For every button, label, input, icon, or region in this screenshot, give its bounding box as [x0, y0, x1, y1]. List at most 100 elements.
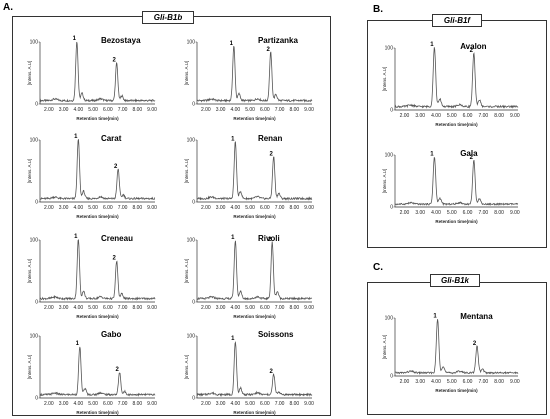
y-tick-label: 100: [385, 316, 394, 322]
x-axis-label: Retention time(min): [435, 219, 478, 224]
chromatogram-soissons: 0 100 [Intens. A.U] 2.00 3.00 4.00 5.00 6.00 7.0…: [184, 330, 314, 415]
cultivar-name: Rivoli: [258, 234, 280, 243]
y-axis-label: [Intens. A.U]: [382, 169, 387, 194]
x-axis-label: Retention time(min): [233, 314, 276, 319]
y-tick-label: 0: [35, 200, 38, 206]
chromatogram-avalon: 0 100 [Intens. A.U] 2.00 3.00 4.00 5.00 6.00 7.0…: [382, 42, 520, 127]
chromatogram-trace: [394, 157, 519, 207]
x-tick-label: 8.00: [289, 401, 299, 407]
cultivar-name: Soissons: [258, 330, 294, 339]
x-tick-label: 2.00: [400, 113, 410, 119]
x-tick-label: 4.00: [230, 205, 240, 211]
peak-label-2: 2: [115, 367, 119, 373]
cultivar-name: Gabo: [101, 330, 122, 339]
x-tick-label: 3.00: [415, 210, 425, 216]
peak-label-2: 2: [267, 47, 271, 53]
panel-c-gene-label: Gli-B1k: [430, 274, 480, 287]
x-tick-label: 2.00: [201, 305, 211, 311]
x-tick-label: 9.00: [304, 107, 314, 113]
peak-label-2: 2: [269, 369, 273, 375]
x-tick-label: 3.00: [216, 205, 226, 211]
x-tick-label: 4.00: [431, 210, 441, 216]
x-tick-label: 6.00: [103, 305, 113, 311]
x-tick-label: 9.00: [304, 205, 314, 211]
cultivar-name: Creneau: [101, 234, 133, 243]
y-tick-label: 100: [30, 334, 39, 340]
x-tick-label: 7.00: [478, 113, 488, 119]
cultivar-name: Carat: [101, 134, 122, 143]
cultivar-name: Bezostaya: [101, 36, 141, 45]
y-tick-label: 100: [30, 238, 39, 244]
x-tick-label: 9.00: [147, 205, 157, 211]
y-tick-label: 0: [192, 102, 195, 108]
y-tick-label: 100: [385, 46, 394, 52]
panel-a-gene-label: Gli-B1b: [142, 11, 194, 24]
x-tick-label: 2.00: [201, 205, 211, 211]
cultivar-name: Partizanka: [258, 36, 299, 45]
x-tick-label: 8.00: [494, 113, 504, 119]
x-axis-label: Retention time(min): [233, 116, 276, 121]
y-tick-label: 0: [390, 374, 393, 380]
x-tick-label: 2.00: [400, 210, 410, 216]
panel-letter-c: C.: [373, 262, 383, 273]
chromatogram-creneau: 0 100 [Intens. A.U] 2.00 3.00 4.00 5.00 6.00 7.0…: [27, 234, 157, 319]
peak-label-2: 2: [473, 341, 477, 347]
x-tick-label: 4.00: [73, 401, 83, 407]
y-tick-label: 100: [385, 153, 394, 159]
y-axis-label: [Intens. A.U]: [27, 259, 32, 284]
x-axis-label: Retention time(min): [233, 214, 276, 219]
y-axis-label: [Intens. A.U]: [382, 67, 387, 92]
x-tick-label: 7.00: [275, 401, 285, 407]
x-tick-label: 8.00: [132, 205, 142, 211]
x-axis-label: Retention time(min): [76, 116, 119, 121]
y-axis-label: [Intens. A.U]: [27, 61, 32, 86]
chromatogram-trace: [394, 319, 519, 375]
x-tick-label: 3.00: [59, 205, 69, 211]
x-tick-label: 2.00: [44, 205, 54, 211]
y-tick-label: 0: [35, 396, 38, 402]
peak-label-2: 2: [268, 237, 272, 243]
chromatogram-trace: [394, 47, 519, 109]
peak-label-1: 1: [231, 336, 235, 342]
y-axis-label: [Intens. A.U]: [184, 61, 189, 86]
x-tick-label: 7.00: [275, 107, 285, 113]
x-tick-label: 8.00: [132, 107, 142, 113]
x-tick-label: 2.00: [44, 401, 54, 407]
x-tick-label: 7.00: [118, 107, 128, 113]
x-tick-label: 5.00: [245, 107, 255, 113]
chromatogram-trace: [196, 140, 313, 201]
peak-label-2: 2: [470, 48, 474, 54]
y-axis-label: [Intens. A.U]: [27, 355, 32, 380]
peak-label-1: 1: [433, 314, 437, 320]
x-tick-label: 2.00: [201, 107, 211, 113]
y-tick-label: 0: [35, 300, 38, 306]
x-tick-label: 6.00: [260, 401, 270, 407]
chromatogram-bezostaya: 0 100 [Intens. A.U] 2.00 3.00 4.00 5.00 6.00 7.0…: [27, 36, 157, 121]
x-tick-label: 6.00: [260, 107, 270, 113]
x-tick-label: 5.00: [245, 305, 255, 311]
x-axis-label: Retention time(min): [76, 314, 119, 319]
panel-b-gene-label: Gli-B1f: [432, 14, 482, 27]
x-axis-label: Retention time(min): [435, 388, 478, 393]
x-tick-label: 6.00: [463, 210, 473, 216]
y-tick-label: 100: [30, 138, 39, 144]
chromatogram-carat: 0 100 [Intens. A.U] 2.00 3.00 4.00 5.00 6.00 7.0…: [27, 134, 157, 219]
peak-label-1: 1: [230, 41, 234, 47]
x-tick-label: 4.00: [431, 379, 441, 385]
peak-label-1: 1: [74, 234, 78, 240]
cultivar-name: Mentana: [460, 312, 493, 321]
peak-label-2: 2: [112, 58, 116, 64]
x-tick-label: 8.00: [132, 305, 142, 311]
x-tick-label: 3.00: [216, 107, 226, 113]
x-tick-label: 7.00: [478, 379, 488, 385]
x-axis-label: Retention time(min): [76, 214, 119, 219]
peak-label-1: 1: [73, 36, 77, 42]
x-tick-label: 8.00: [132, 401, 142, 407]
y-tick-label: 0: [192, 200, 195, 206]
chromatogram-trace: [196, 341, 313, 397]
x-tick-label: 5.00: [88, 401, 98, 407]
x-tick-label: 2.00: [44, 107, 54, 113]
x-tick-label: 9.00: [304, 305, 314, 311]
chromatogram-renan: 0 100 [Intens. A.U] 2.00 3.00 4.00 5.00 6.00 7.0…: [184, 134, 314, 219]
chromatogram-gabo: 0 100 [Intens. A.U] 2.00 3.00 4.00 5.00 6.00 7.0…: [27, 330, 157, 415]
